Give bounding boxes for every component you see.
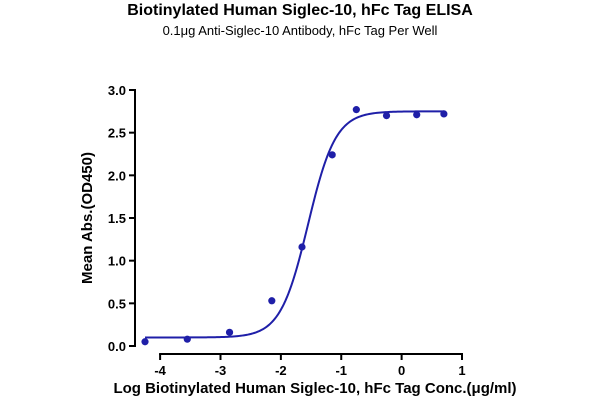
y-tick-label: 2.5 [108, 126, 126, 141]
data-point [328, 151, 336, 159]
chart-subtitle: 0.1μg Anti-Siglec-10 Antibody, hFc Tag P… [162, 23, 438, 38]
y-tick-label: 0.0 [108, 339, 126, 354]
data-point [440, 110, 448, 118]
y-ticks: 0.0 0.5 1.0 1.5 2.0 2.5 3.0 [108, 83, 135, 354]
data-point [225, 328, 234, 336]
data-point [382, 112, 391, 120]
data-points [141, 106, 448, 346]
chart-title: Biotinylated Human Siglec-10, hFc Tag EL… [127, 2, 473, 19]
data-point [268, 297, 276, 305]
y-tick-label: 1.0 [108, 254, 126, 269]
data-point [352, 106, 360, 114]
axes [134, 89, 463, 355]
y-tick-label: 1.5 [108, 211, 126, 226]
x-tick-label: -3 [215, 363, 227, 378]
y-axis-title: Mean Abs.(OD450) [79, 152, 96, 284]
data-point [183, 335, 191, 343]
x-tick-label: -4 [154, 363, 166, 378]
data-point [298, 243, 306, 251]
x-tick-label: -1 [335, 363, 347, 378]
y-tick-label: 3.0 [108, 83, 126, 98]
x-tick-label: -2 [275, 363, 287, 378]
x-tick-label: 0 [398, 363, 405, 378]
x-tick-label: 1 [458, 363, 465, 378]
data-point [141, 338, 149, 346]
x-ticks: -4 -3 -2 -1 0 1 [154, 354, 466, 378]
data-point [413, 111, 421, 119]
y-tick-label: 0.5 [108, 296, 126, 311]
fit-curve [145, 110, 444, 339]
x-axis-title: Log Biotinylated Human Siglec-10, hFc Ta… [113, 380, 516, 397]
y-tick-label: 2.0 [108, 168, 126, 183]
